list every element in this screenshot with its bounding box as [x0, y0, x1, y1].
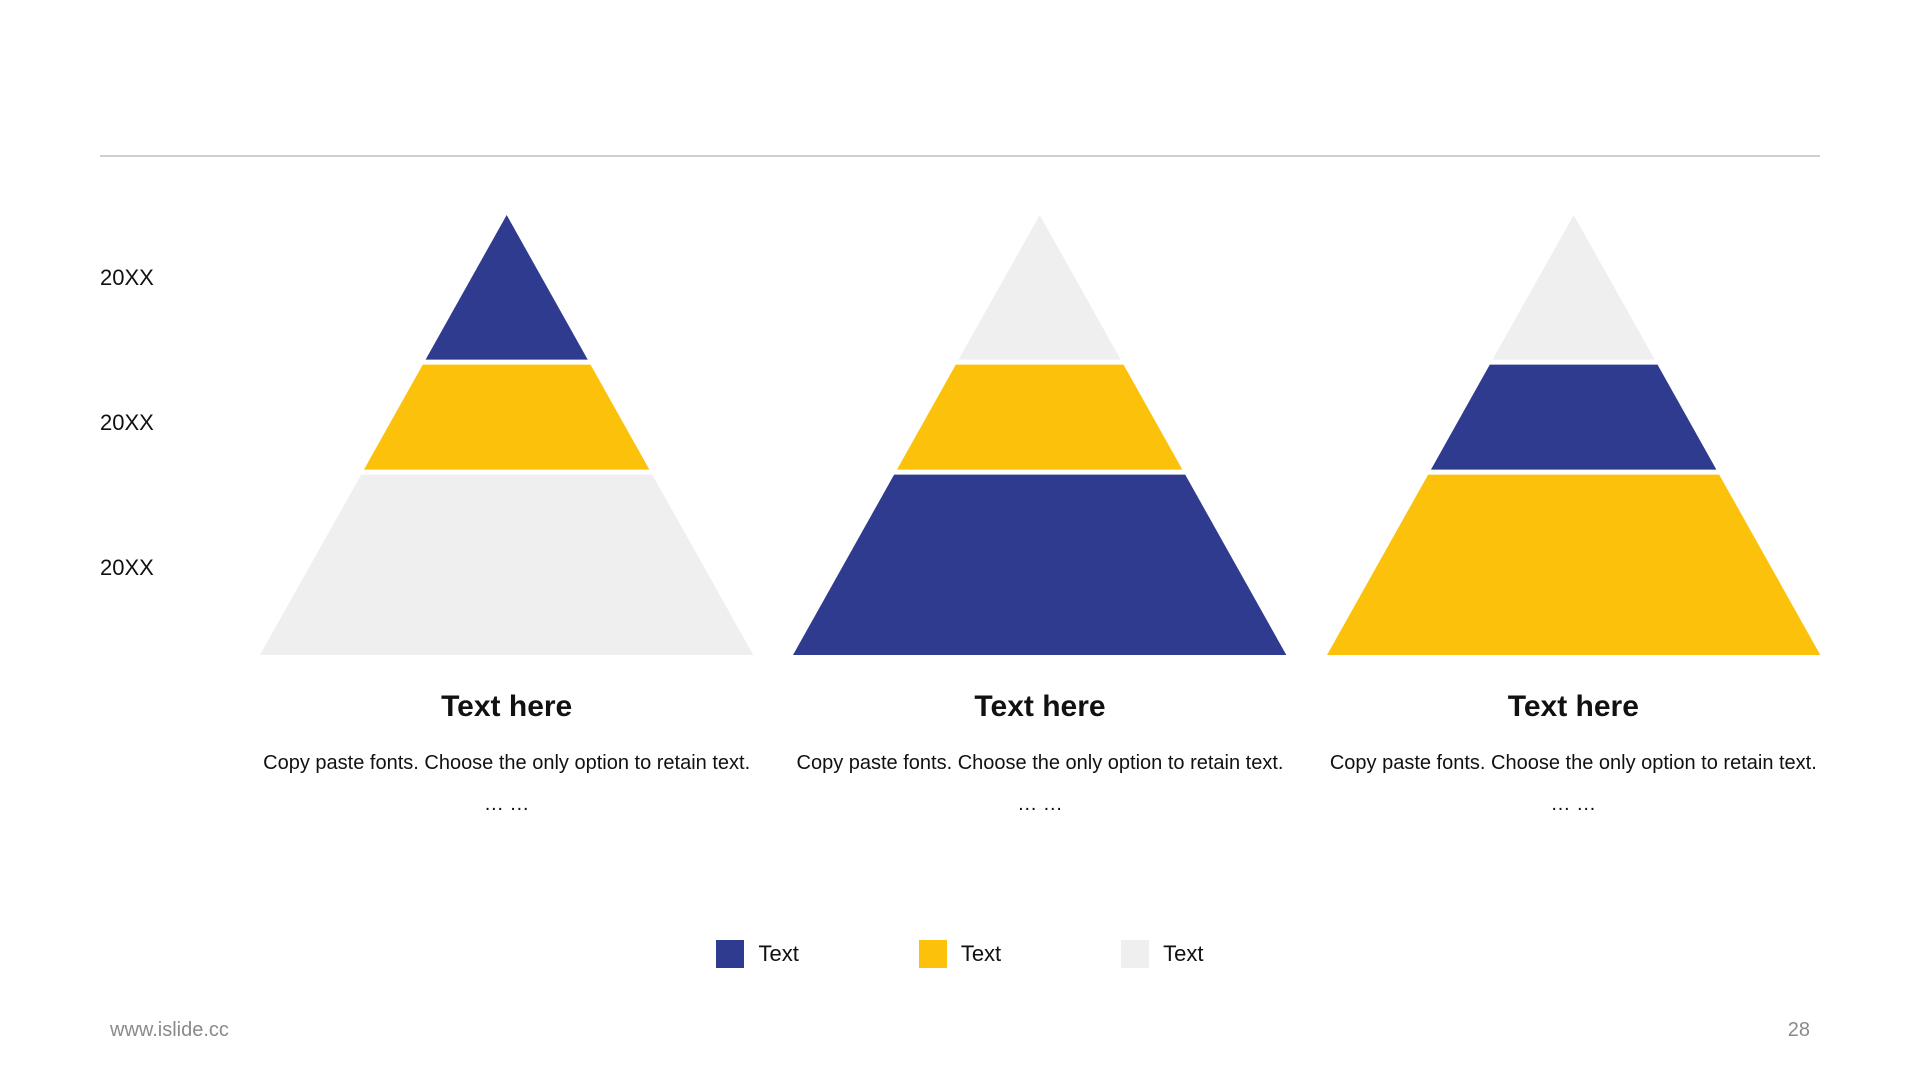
caption-ellipsis: … …	[793, 793, 1286, 816]
caption-block: Text here Copy paste fonts. Choose the o…	[1327, 690, 1820, 816]
caption-body: Copy paste fonts. Choose the only option…	[1327, 746, 1820, 781]
legend-label: Text	[758, 941, 798, 967]
pyramid-svg	[1327, 215, 1820, 655]
legend-label: Text	[961, 941, 1001, 967]
legend-item: Text	[716, 940, 798, 968]
page-number: 28	[1788, 1019, 1810, 1042]
footer-url: www.islide.cc	[110, 1019, 229, 1042]
legend-swatch	[716, 940, 744, 968]
caption-title: Text here	[1327, 690, 1820, 724]
pyramid-chart-area: 20XX 20XX 20XX	[100, 215, 1820, 655]
pyramid-segment-middle	[897, 365, 1182, 470]
captions-row: Text here Copy paste fonts. Choose the o…	[260, 690, 1820, 816]
legend-swatch	[919, 940, 947, 968]
caption-body: Copy paste fonts. Choose the only option…	[260, 746, 753, 781]
pyramid-column	[260, 215, 753, 655]
caption-block: Text here Copy paste fonts. Choose the o…	[260, 690, 753, 816]
top-divider	[100, 155, 1820, 157]
caption-block: Text here Copy paste fonts. Choose the o…	[793, 690, 1286, 816]
y-axis-label: 20XX	[100, 265, 154, 291]
legend: Text Text Text	[0, 940, 1920, 968]
pyramid-column	[793, 215, 1286, 655]
pyramid-svg	[260, 215, 753, 655]
caption-body: Copy paste fonts. Choose the only option…	[793, 746, 1286, 781]
pyramid-segment-bottom	[260, 475, 753, 655]
pyramid-segment-middle	[1431, 365, 1716, 470]
pyramid-segment-top	[959, 215, 1121, 360]
pyramid-segment-top	[426, 215, 588, 360]
caption-ellipsis: … …	[260, 793, 753, 816]
pyramid-column	[1327, 215, 1820, 655]
y-axis-label: 20XX	[100, 410, 154, 436]
legend-label: Text	[1163, 941, 1203, 967]
pyramid-row	[260, 215, 1820, 655]
legend-item: Text	[1121, 940, 1203, 968]
caption-title: Text here	[793, 690, 1286, 724]
legend-item: Text	[919, 940, 1001, 968]
caption-title: Text here	[260, 690, 753, 724]
pyramid-segment-bottom	[1327, 475, 1820, 655]
pyramid-segment-middle	[364, 365, 649, 470]
y-axis-label: 20XX	[100, 555, 154, 581]
pyramid-svg	[793, 215, 1286, 655]
legend-swatch	[1121, 940, 1149, 968]
pyramid-segment-top	[1492, 215, 1654, 360]
caption-ellipsis: … …	[1327, 793, 1820, 816]
pyramid-segment-bottom	[793, 475, 1286, 655]
